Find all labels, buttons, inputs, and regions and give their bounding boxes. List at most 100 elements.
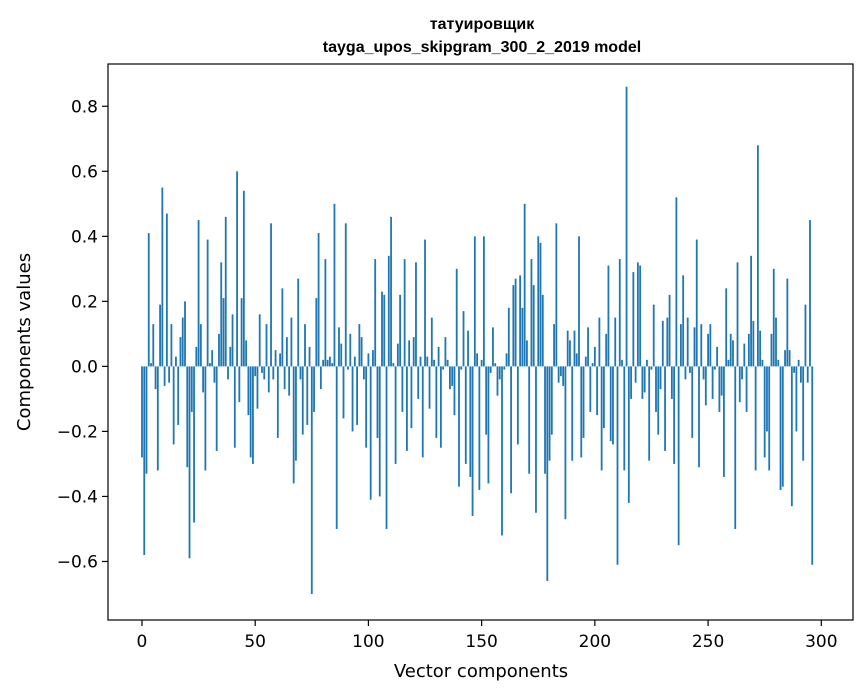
bar	[435, 366, 438, 438]
bar	[652, 304, 655, 367]
bar	[177, 366, 180, 425]
bar	[372, 350, 374, 367]
bar	[494, 363, 497, 367]
bar	[732, 340, 734, 367]
bar	[546, 366, 549, 581]
bar	[453, 366, 456, 416]
bar	[756, 145, 759, 367]
bar	[369, 366, 372, 500]
bar	[476, 353, 479, 367]
bar	[338, 327, 340, 367]
bar	[684, 366, 687, 380]
bar	[616, 366, 619, 565]
bar	[548, 366, 551, 461]
bar	[143, 366, 146, 555]
bar	[498, 366, 501, 380]
bar	[741, 366, 743, 380]
bar	[523, 203, 526, 367]
bar	[430, 317, 433, 367]
bar	[668, 294, 671, 367]
bar	[716, 346, 719, 367]
x-axis-ticks: 0 50 100 150 200 250 300	[137, 620, 838, 652]
bar	[378, 366, 381, 497]
bar	[288, 366, 291, 396]
bar	[587, 327, 589, 367]
bar	[315, 298, 318, 367]
bar	[202, 366, 205, 393]
bar	[806, 366, 809, 383]
bar	[641, 366, 644, 399]
bar	[446, 359, 449, 367]
bar	[738, 366, 741, 403]
bar	[362, 366, 365, 380]
bar	[374, 259, 377, 367]
bar	[768, 366, 771, 471]
bar	[503, 366, 506, 370]
bar	[199, 324, 202, 367]
bar	[295, 366, 297, 461]
bar	[247, 366, 250, 416]
bar	[485, 366, 488, 435]
bar	[596, 366, 599, 416]
bar	[804, 304, 807, 367]
bar	[625, 86, 628, 367]
bar	[283, 366, 286, 390]
bar	[154, 366, 157, 390]
bar	[238, 366, 241, 403]
bar	[240, 298, 243, 367]
bar	[648, 366, 651, 461]
bar	[528, 366, 531, 474]
bar	[179, 337, 182, 367]
bar	[242, 190, 245, 367]
y-axis-ticks: −0.6 −0.4 −0.2 0.0 0.2 0.4 0.6 0.8	[57, 97, 108, 572]
bar	[231, 314, 234, 367]
x-tick-label: 200	[579, 632, 611, 652]
bar	[415, 262, 417, 367]
bar	[677, 366, 680, 546]
bar	[636, 262, 639, 367]
bar	[439, 366, 442, 448]
chart-title: татуировщик	[430, 16, 535, 33]
bar	[541, 294, 544, 367]
x-tick-label: 150	[465, 632, 497, 652]
bar	[686, 317, 689, 367]
bar	[609, 366, 612, 442]
bar	[449, 366, 451, 390]
bar	[779, 366, 782, 490]
bar	[754, 366, 757, 471]
y-tick-label: 0.8	[71, 97, 98, 117]
x-tick-label: 250	[692, 632, 724, 652]
bar	[725, 288, 728, 367]
bar	[544, 366, 546, 474]
bar	[147, 233, 150, 367]
bar	[478, 366, 481, 490]
bar	[236, 171, 238, 367]
bar	[659, 366, 662, 390]
bar	[168, 366, 171, 383]
bar	[539, 242, 542, 367]
bar	[222, 298, 225, 367]
bar	[193, 366, 195, 523]
bar	[233, 366, 236, 448]
bar	[770, 333, 773, 367]
bar	[535, 366, 537, 513]
bar	[723, 366, 725, 477]
bar	[492, 327, 494, 367]
bar	[322, 359, 325, 367]
bar	[229, 346, 232, 367]
y-tick-label: −0.6	[57, 552, 98, 572]
bar	[218, 333, 220, 367]
bar	[750, 255, 752, 367]
bar	[693, 327, 696, 367]
bar	[786, 278, 789, 367]
bar	[793, 366, 796, 373]
bar	[195, 346, 198, 367]
bar	[747, 333, 750, 367]
bar	[394, 366, 397, 464]
bar	[396, 343, 399, 367]
bar	[736, 262, 739, 367]
bar	[335, 366, 338, 529]
bar	[512, 285, 515, 367]
bar	[387, 255, 390, 367]
bar	[319, 366, 322, 390]
